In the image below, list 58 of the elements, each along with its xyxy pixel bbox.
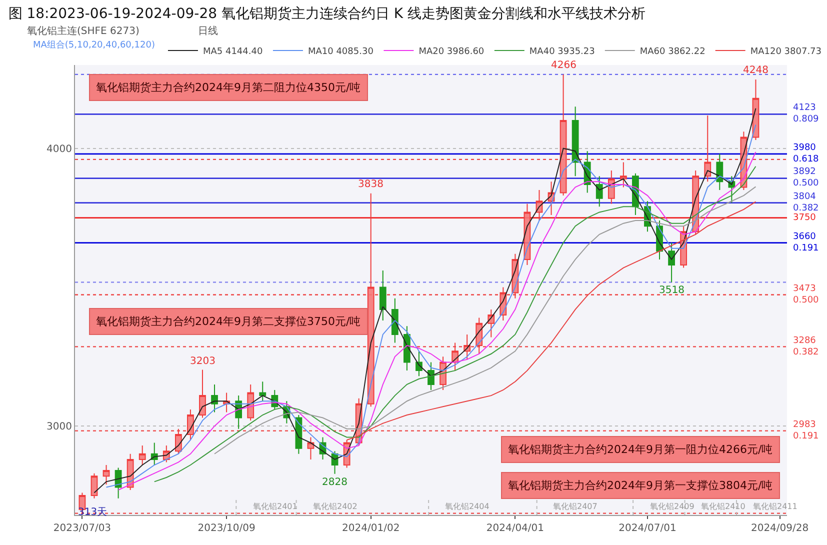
candlestick <box>102 464 110 485</box>
annotation: 氧化铝2404 <box>445 502 490 511</box>
candlestick <box>307 436 314 460</box>
candlestick <box>211 384 218 413</box>
x-tick-label: 2024/09/28 <box>750 523 809 534</box>
annotation: 氧化铝期货主力合约2024年9月第一阻力位4266元/吨 <box>508 443 773 456</box>
candlestick <box>572 106 579 177</box>
candlestick <box>620 162 627 188</box>
chart-title: 图 18:2023-06-19-2024-09-28 氧化铝期货主力连续合约日 K 线走势图黄金分割线和水平线技术分析 <box>8 6 646 22</box>
annotation: 313天 <box>78 507 108 518</box>
annotation: 氧化铝2411 <box>753 502 798 511</box>
candlestick <box>379 270 386 322</box>
legend-label: MA120 3807.73 <box>750 47 822 58</box>
legend-label: MA10 4085.30 <box>308 47 374 58</box>
x-tick-label: 2024/04/01 <box>486 523 544 534</box>
candlestick <box>259 381 266 402</box>
ref-line-label: 2983 0.191 <box>793 420 819 442</box>
ref-line-label: 3660 0.191 <box>793 232 819 254</box>
candlestick <box>90 472 98 499</box>
annotation: 氧化铝2402 <box>313 502 358 511</box>
annotation: 氧化铝期货主力合约2024年9月第一支撑位3804元/吨 <box>508 479 773 492</box>
annotation: 2828 <box>322 477 348 488</box>
legend-label: MA20 3986.60 <box>418 47 484 58</box>
x-tick-label: 2023/10/09 <box>198 523 256 534</box>
annotation: 氧化铝2410 <box>701 502 746 511</box>
legend-label: MA40 3935.23 <box>529 47 595 58</box>
candlestick <box>668 242 675 283</box>
annotation: 4266 <box>551 60 576 71</box>
ref-line-label: 3892 0.500 <box>793 167 820 189</box>
legend-label: MA60 3862.22 <box>640 47 706 58</box>
x-tick-label: 2024/01/02 <box>342 523 400 534</box>
y-tick-label: 3000 <box>46 422 72 433</box>
candlestick <box>199 369 206 418</box>
ref-line-label: 3980 0.618 <box>793 143 820 165</box>
annotation: 氧化铝2407 <box>553 502 598 511</box>
annotation: 3203 <box>190 356 216 367</box>
annotation: 3838 <box>358 179 384 190</box>
candlestick <box>716 153 724 190</box>
legend-title: MA组合(5,10,20,40,60,120) <box>33 40 155 51</box>
ref-line-label: 3804 0.382 <box>793 192 819 214</box>
x-tick-label: 2023/07/03 <box>53 523 112 534</box>
legend-label: MA5 4144.40 <box>202 47 263 58</box>
text: 氧化铝主连(SHFE 6273) <box>27 25 140 37</box>
candlestick <box>138 445 146 466</box>
annotation: 氧化铝期货主力合约2024年9月第二阻力位4350元/吨 <box>96 81 361 94</box>
annotation: 3518 <box>659 285 684 296</box>
annotation: 氧化铝期货主力合约2024年9月第二支撑位3750元/吨 <box>96 315 361 328</box>
annotation: 4248 <box>743 65 768 76</box>
candlestick <box>596 176 603 208</box>
ref-line-label: 3473 0.500 <box>793 284 820 306</box>
text: 日线 <box>198 25 218 37</box>
x-tick-label: 2024/07/01 <box>618 523 676 534</box>
ref-line-label: 4123 0.809 <box>793 103 820 125</box>
annotation: 氧化铝2409 <box>650 502 694 511</box>
ref-line-label: 3286 0.382 <box>793 336 819 358</box>
ref-line-label: 3750 <box>793 213 816 223</box>
annotation: 氧化铝2401 <box>253 502 298 511</box>
y-tick-label: 4000 <box>46 144 72 155</box>
